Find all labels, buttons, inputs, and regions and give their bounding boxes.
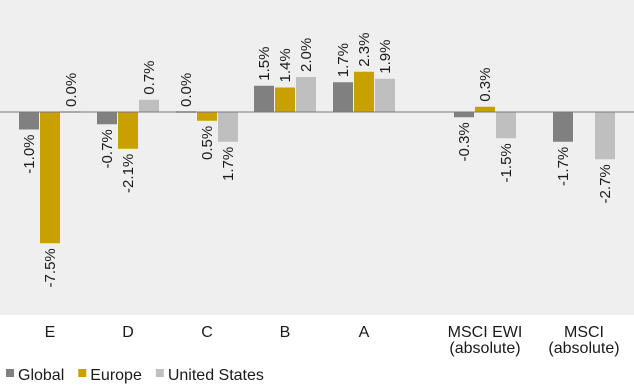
bar-label-europe-a: 2.3% bbox=[356, 33, 373, 67]
bar-label-global-e: -1.0% bbox=[21, 135, 38, 174]
legend-label-global: Global bbox=[18, 367, 64, 384]
bar-europe-e bbox=[40, 112, 60, 244]
bar-label-united-states-a: 1.9% bbox=[377, 40, 394, 74]
bar-europe-c bbox=[197, 112, 217, 121]
legend-marker-global bbox=[6, 369, 14, 377]
bar-united-states-d bbox=[139, 99, 159, 112]
category-label-c: C bbox=[201, 324, 213, 341]
bar-global-msci-absolute bbox=[553, 112, 573, 142]
bar-united-states-b bbox=[296, 77, 316, 112]
bar-label-global-c: 0.0% bbox=[178, 73, 195, 107]
bar-global-a bbox=[333, 82, 353, 112]
bar-label-global-d: -0.7% bbox=[99, 129, 116, 168]
category-label-a: A bbox=[359, 324, 370, 341]
bar-europe-d bbox=[118, 112, 138, 149]
bar-united-states-a bbox=[375, 78, 395, 112]
category-label-e: E bbox=[45, 324, 56, 341]
category-label-msci-ewi-absolute: MSCI EWI (absolute) bbox=[448, 324, 523, 357]
bar-united-states-c bbox=[218, 112, 238, 142]
plot-area bbox=[0, 0, 634, 315]
bar-europe-a bbox=[354, 71, 374, 112]
bar-global-msci-ewi-absolute bbox=[454, 112, 474, 118]
legend-marker-europe bbox=[78, 369, 87, 377]
legend-label-united-states: United States bbox=[168, 367, 264, 384]
bar-global-e bbox=[19, 112, 39, 130]
bar-label-united-states-b: 2.0% bbox=[298, 38, 315, 72]
bar-europe-msci-ewi-absolute bbox=[475, 106, 495, 112]
bar-global-b bbox=[254, 85, 274, 112]
bar-label-united-states-d: 0.7% bbox=[141, 61, 158, 95]
bar-united-states-msci-absolute bbox=[595, 112, 615, 160]
legend-label-europe: Europe bbox=[90, 367, 142, 384]
bar-label-global-b: 1.5% bbox=[256, 47, 273, 81]
bar-label-europe-msci-ewi-absolute: 0.3% bbox=[477, 68, 494, 102]
bar-labels-group: -1.0%-7.5%0.0%-0.7%-2.1%0.7% 0.0%0.5%1.7%… bbox=[21, 33, 614, 288]
bar-united-states-msci-ewi-absolute bbox=[496, 112, 516, 139]
legend-marker-united-states bbox=[155, 369, 164, 377]
bar-label-europe-e: -7.5% bbox=[42, 248, 59, 287]
bar-label-united-states-e: 0.0% bbox=[63, 73, 80, 107]
legend: Global Europe United States bbox=[6, 367, 264, 384]
bar-label-united-states-msci-ewi-absolute: -1.5% bbox=[498, 143, 515, 182]
bar-label-global-a: 1.7% bbox=[335, 43, 352, 77]
bar-global-d bbox=[97, 112, 117, 125]
bar-label-europe-c: 0.5% bbox=[199, 126, 216, 160]
bars-group bbox=[19, 71, 615, 244]
bar-label-europe-d: -2.1% bbox=[120, 154, 137, 193]
bar-label-united-states-msci-absolute: -2.7% bbox=[597, 164, 614, 203]
bar-europe-b bbox=[275, 87, 295, 112]
category-label-d: D bbox=[122, 324, 134, 341]
bar-label-global-msci-ewi-absolute: -0.3% bbox=[456, 122, 473, 161]
bar-label-europe-b: 1.4% bbox=[277, 48, 294, 82]
category-labels-group: E D C B A MSCI EWI (absolute) MSCI (absolute) bbox=[45, 324, 620, 357]
category-label-b: B bbox=[280, 324, 291, 341]
bar-label-united-states-c: 1.7% bbox=[220, 147, 237, 181]
bar-label-global-msci-absolute: -1.7% bbox=[555, 147, 572, 186]
category-label-msci-absolute: MSCI (absolute) bbox=[548, 324, 619, 357]
